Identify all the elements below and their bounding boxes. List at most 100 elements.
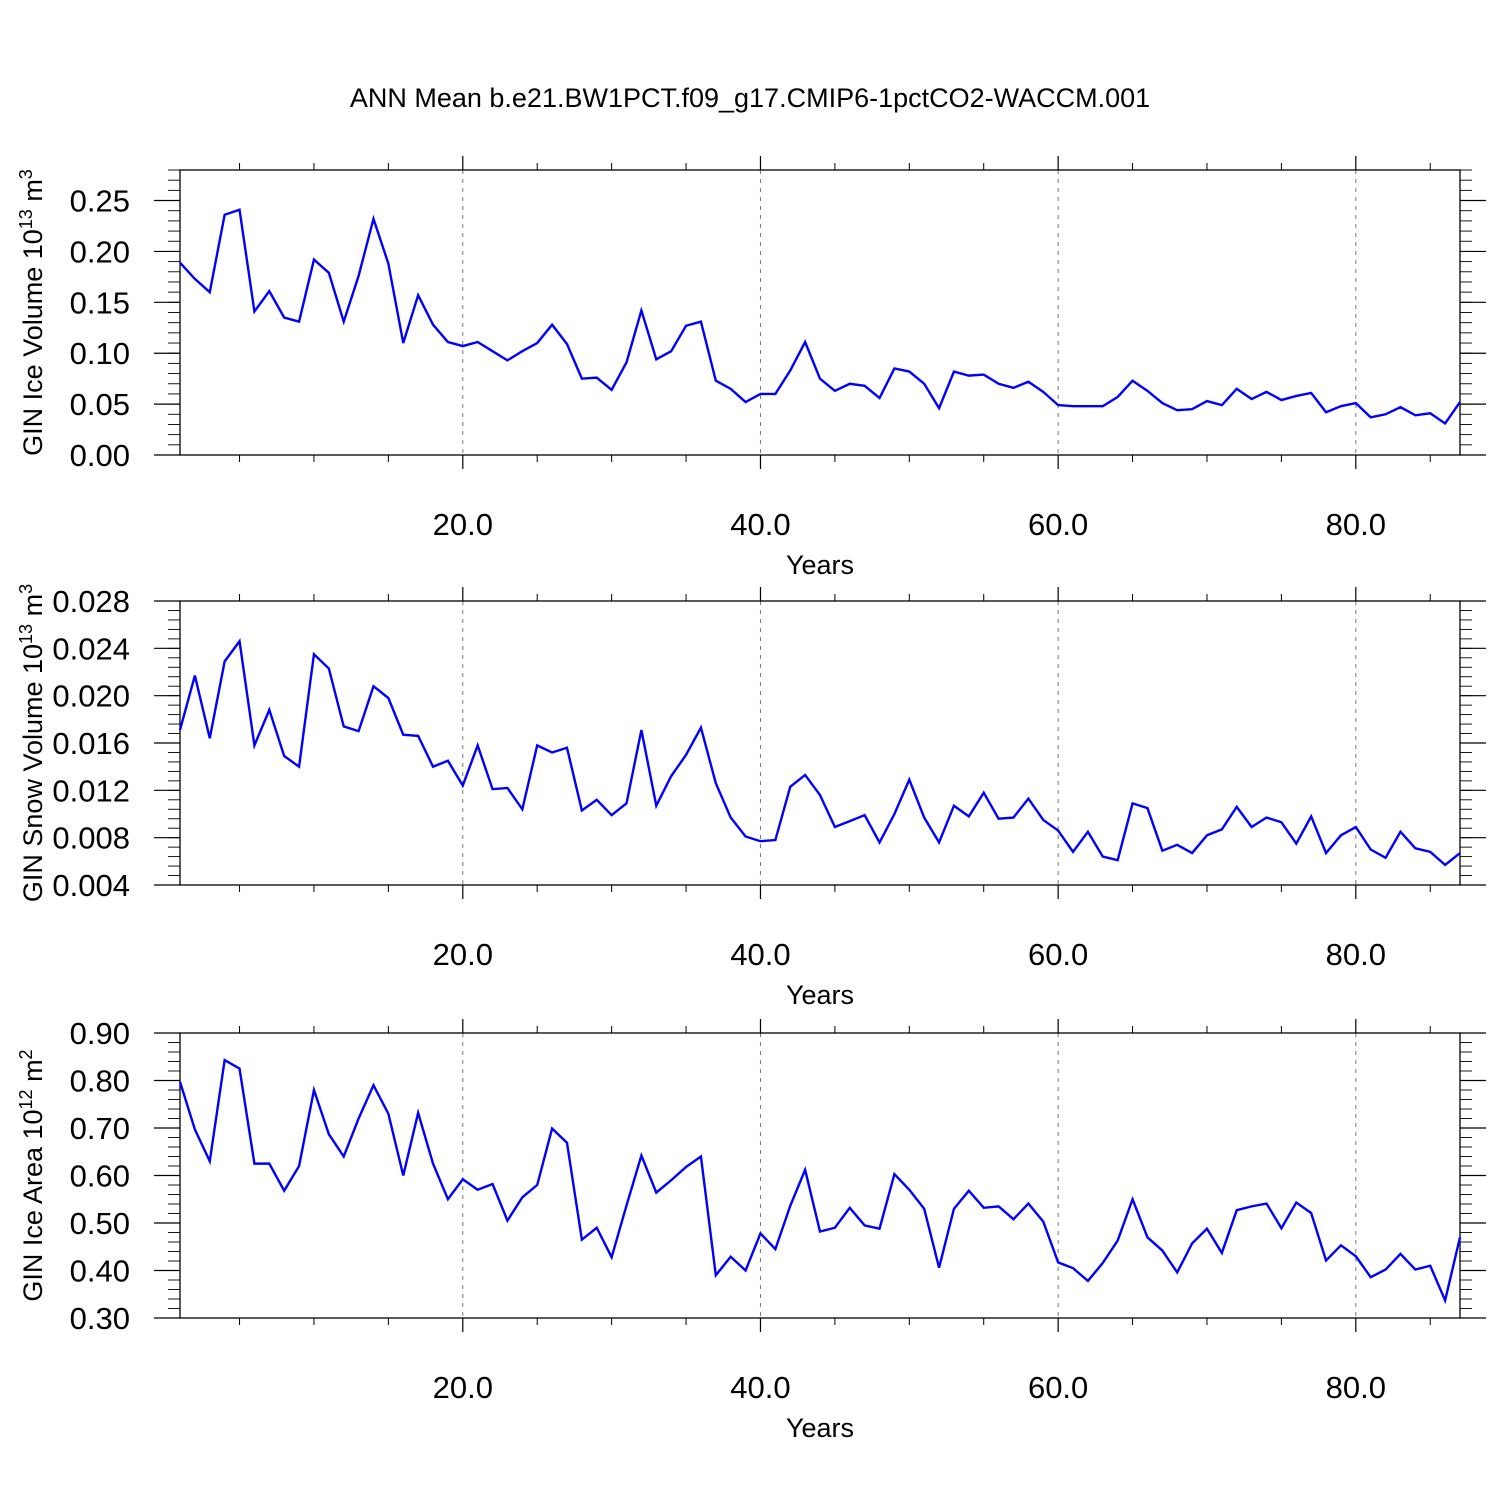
y-tick-label: 0.012 bbox=[52, 773, 130, 808]
data-point bbox=[1265, 391, 1267, 393]
data-point bbox=[983, 373, 985, 375]
data-point bbox=[521, 350, 523, 352]
data-point bbox=[1340, 834, 1342, 836]
y-tick-label: 0.05 bbox=[70, 387, 130, 422]
data-point bbox=[923, 816, 925, 818]
data-point bbox=[253, 744, 255, 746]
data-point bbox=[1280, 821, 1282, 823]
data-point bbox=[357, 275, 359, 277]
data-point bbox=[462, 1178, 464, 1180]
data-point bbox=[1176, 409, 1178, 411]
data-point bbox=[729, 1256, 731, 1258]
data-point bbox=[491, 1183, 493, 1185]
x-tick-label: 20.0 bbox=[433, 937, 493, 972]
y-tick-label: 0.028 bbox=[52, 584, 130, 619]
x-tick-label: 80.0 bbox=[1326, 1370, 1386, 1405]
data-point bbox=[536, 1184, 538, 1186]
data-point bbox=[953, 1208, 955, 1210]
data-point bbox=[223, 1059, 225, 1061]
panel-3: 20.0 40.0 60.0 80.0 0.30 0.40 0.50 0.60 0.70 0.80… bbox=[16, 1016, 1486, 1443]
data-point bbox=[729, 816, 731, 818]
data-point bbox=[1012, 816, 1014, 818]
data-point bbox=[566, 343, 568, 345]
data-point bbox=[476, 1189, 478, 1191]
data-point bbox=[1221, 1252, 1223, 1254]
data-point bbox=[1057, 404, 1059, 406]
data-point bbox=[1429, 851, 1431, 853]
data-point bbox=[878, 1228, 880, 1230]
plot-frame bbox=[179, 1032, 1461, 1319]
data-point bbox=[1102, 1262, 1104, 1264]
data-point bbox=[1146, 390, 1148, 392]
data-point bbox=[238, 208, 240, 210]
data-point bbox=[759, 1232, 761, 1234]
x-tick-label: 40.0 bbox=[730, 1370, 790, 1405]
data-point bbox=[715, 1274, 717, 1276]
data-point bbox=[938, 407, 940, 409]
data-point bbox=[1102, 855, 1104, 857]
data-point bbox=[1057, 829, 1059, 831]
data-point bbox=[521, 1196, 523, 1198]
y-tick-label: 0.25 bbox=[70, 184, 130, 219]
data-point bbox=[387, 697, 389, 699]
x-tick-label: 80.0 bbox=[1326, 507, 1386, 542]
data-point bbox=[1325, 411, 1327, 413]
data-point bbox=[328, 667, 330, 669]
data-point bbox=[551, 751, 553, 753]
data-point bbox=[968, 1190, 970, 1192]
x-tick-label: 80.0 bbox=[1326, 937, 1386, 972]
data-point bbox=[551, 1127, 553, 1129]
data-point bbox=[268, 1162, 270, 1164]
data-point bbox=[863, 1224, 865, 1226]
data-point bbox=[849, 1207, 851, 1209]
y-tick-label: 0.70 bbox=[70, 1111, 130, 1146]
y-axis-title-unit: m bbox=[18, 1059, 48, 1089]
panel-1: 20.0 40.0 60.0 80.0 0.00 0.05 0.10 0.15 0.20 0.25… bbox=[16, 156, 1486, 580]
data-point bbox=[1206, 400, 1208, 402]
y-tick-label: 0.00 bbox=[70, 438, 130, 473]
data-point bbox=[417, 735, 419, 737]
data-point bbox=[625, 1204, 627, 1206]
data-point bbox=[417, 294, 419, 296]
data-point bbox=[893, 1173, 895, 1175]
series-line bbox=[178, 638, 1461, 867]
data-point bbox=[670, 1179, 672, 1181]
data-point bbox=[715, 379, 717, 381]
data-point bbox=[700, 1155, 702, 1157]
data-point bbox=[506, 1219, 508, 1221]
y-axis-title-exponent: 13 bbox=[16, 624, 36, 644]
data-point bbox=[402, 342, 404, 344]
data-point bbox=[1057, 1261, 1059, 1263]
x-tick-label: 20.0 bbox=[433, 507, 493, 542]
y-axis-title: GIN Ice Area 1012 m2 bbox=[16, 1049, 48, 1301]
data-point bbox=[655, 358, 657, 360]
data-point bbox=[908, 778, 910, 780]
data-point bbox=[640, 1154, 642, 1156]
data-point bbox=[610, 389, 612, 391]
series-line bbox=[178, 1058, 1462, 1305]
data-point bbox=[1072, 1267, 1074, 1269]
data-point bbox=[1325, 852, 1327, 854]
data-point bbox=[596, 376, 598, 378]
chart-title: ANN Mean b.e21.BW1PCT.f09_g17.CMIP6-1pct… bbox=[350, 83, 1150, 113]
data-point bbox=[1087, 1280, 1089, 1282]
y-tick-label: 0.40 bbox=[70, 1254, 130, 1289]
data-point bbox=[343, 320, 345, 322]
data-point bbox=[476, 341, 478, 343]
data-point bbox=[1087, 831, 1089, 833]
data-point bbox=[1116, 1239, 1118, 1241]
data-point bbox=[804, 341, 806, 343]
data-point bbox=[1355, 1255, 1357, 1257]
y-tick-label: 0.024 bbox=[52, 631, 130, 666]
data-point bbox=[863, 814, 865, 816]
data-point bbox=[223, 660, 225, 662]
data-point bbox=[774, 393, 776, 395]
data-point bbox=[1340, 405, 1342, 407]
data-point bbox=[194, 674, 196, 676]
data-point bbox=[387, 262, 389, 264]
data-point bbox=[997, 818, 999, 820]
data-point bbox=[253, 1162, 255, 1164]
data-point bbox=[983, 1207, 985, 1209]
data-point bbox=[1131, 802, 1133, 804]
data-point bbox=[878, 397, 880, 399]
